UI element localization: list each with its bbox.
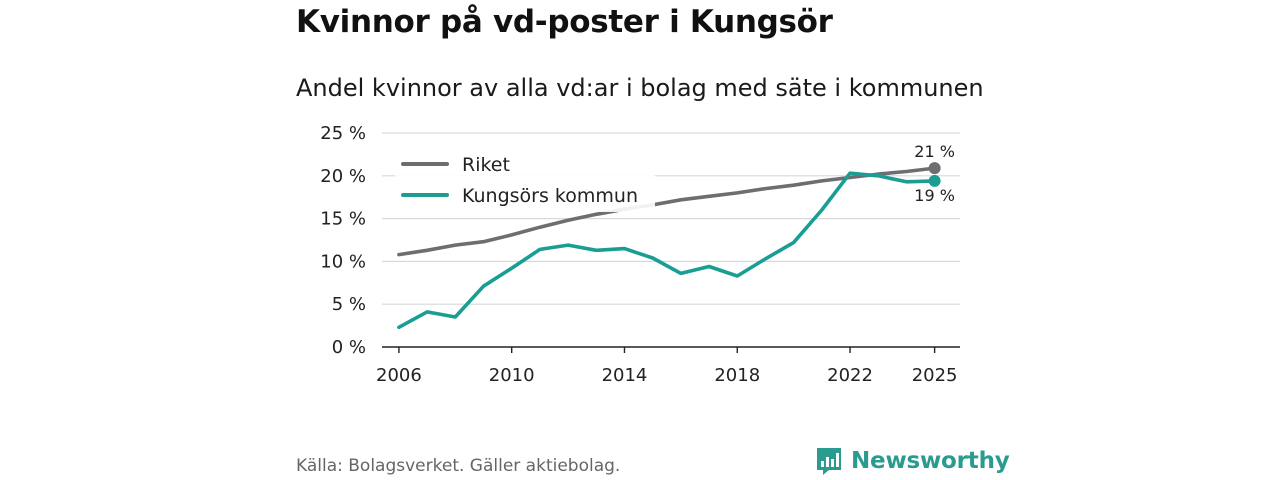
y-tick-label: 20 % [320, 166, 366, 187]
chart-title: Kvinnor på vd-poster i Kungsör [296, 4, 833, 40]
end-point [928, 174, 941, 187]
y-tick-label: 5 % [332, 294, 366, 315]
newsworthy-logo-icon [817, 448, 841, 475]
x-tick-label: 2010 [489, 365, 535, 386]
end-value-label: 19 % [914, 186, 955, 205]
y-tick-label: 0 % [332, 337, 366, 358]
x-tick-label: 2006 [376, 365, 422, 386]
x-tick-label: 2018 [714, 365, 760, 386]
y-tick-label: 10 % [320, 251, 366, 272]
end-value-label: 21 % [914, 142, 955, 161]
y-tick-label: 25 % [320, 123, 366, 144]
y-tick-label: 15 % [320, 209, 366, 230]
source-note: Källa: Bolagsverket. Gäller aktiebolag. [296, 456, 621, 476]
chart-subtitle: Andel kvinnor av alla vd:ar i bolag med … [296, 74, 984, 102]
legend-box [395, 150, 655, 212]
legend-label: Kungsörs kommun [462, 185, 638, 207]
brand-name: Newsworthy [851, 448, 1010, 474]
x-tick-label: 2022 [827, 365, 873, 386]
x-tick-label: 2025 [912, 365, 958, 386]
legend-label: Riket [462, 154, 510, 176]
series-line-kungsor [397, 171, 937, 330]
brand-logo: Newsworthy [815, 446, 1010, 476]
x-tick-label: 2014 [602, 365, 648, 386]
end-point [928, 162, 941, 175]
